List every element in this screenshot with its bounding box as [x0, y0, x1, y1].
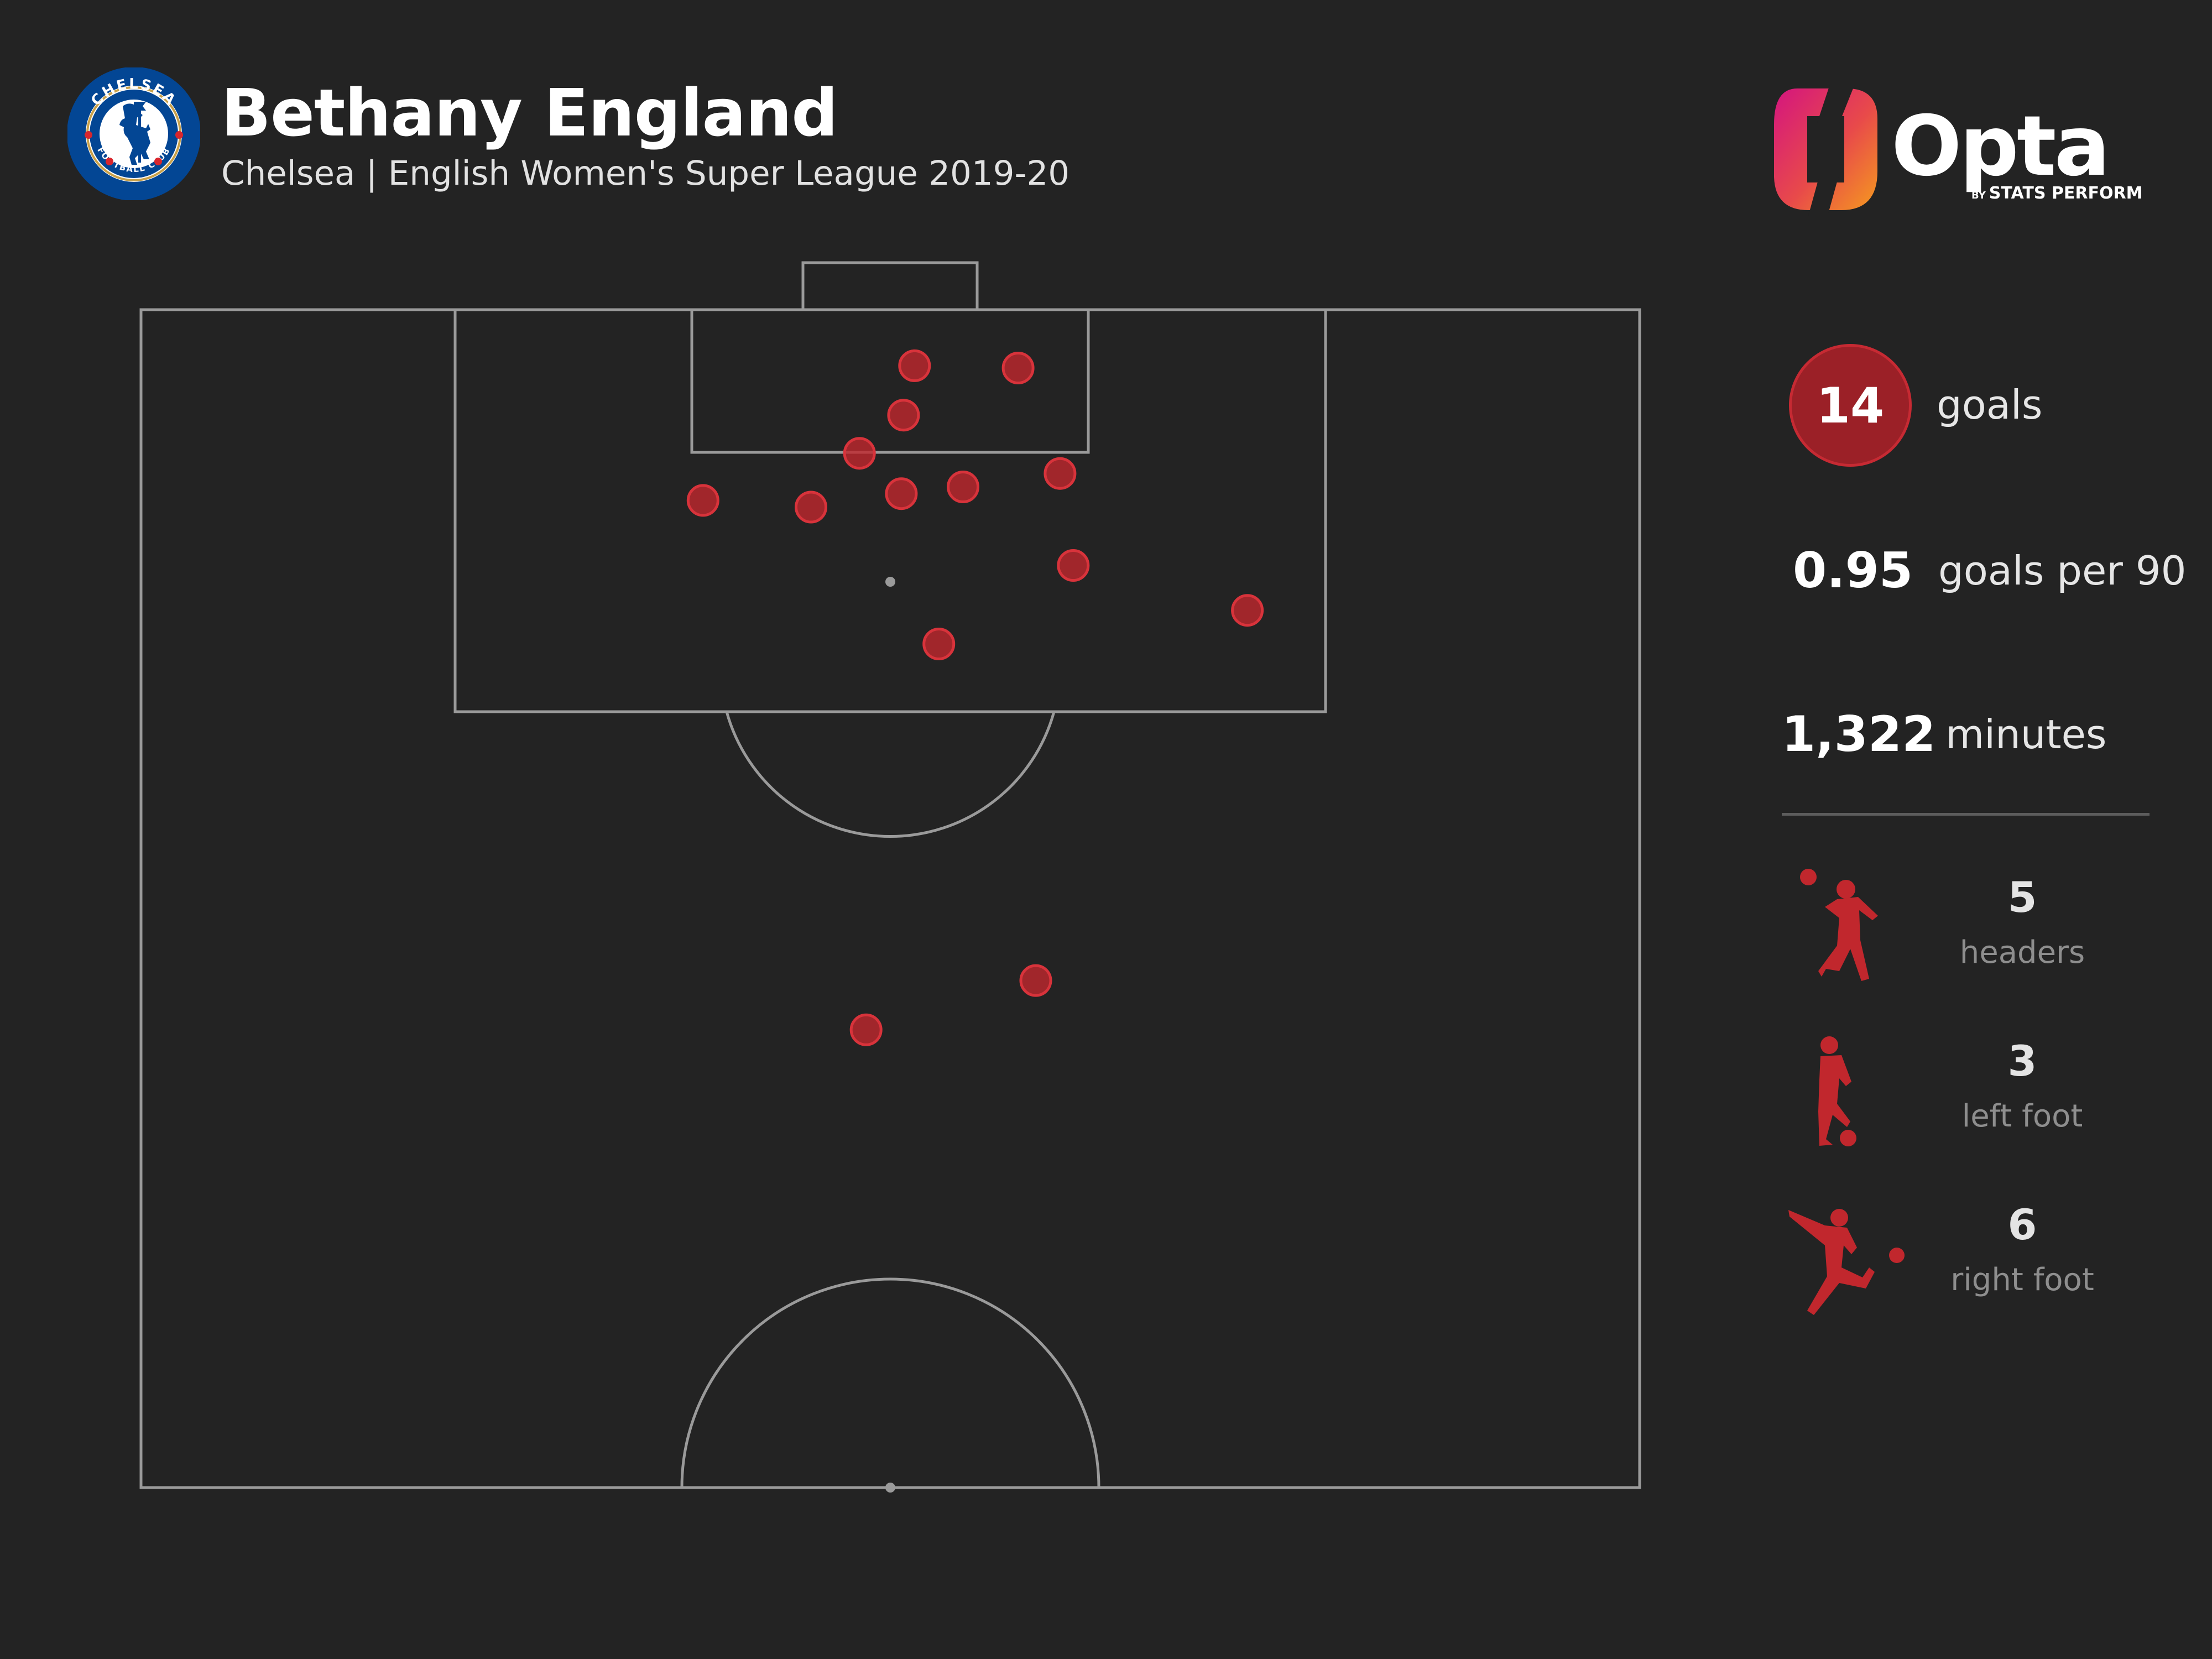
opta-tagline: BY STATS PERFORM	[1971, 184, 2142, 203]
goal-marker	[898, 349, 931, 382]
opta-tagline-text: STATS PERFORM	[1989, 184, 2143, 203]
opta-wordmark: Opta	[1891, 98, 2110, 195]
six-yard-box	[690, 308, 1090, 454]
player-name-title: Bethany England	[221, 75, 838, 151]
goal-marker	[843, 437, 876, 470]
right-foot-value: 6	[2007, 1200, 2037, 1249]
penalty-arc	[725, 711, 1056, 838]
penalty-spot	[885, 577, 895, 587]
goal-marker	[947, 471, 979, 503]
goals-per-90-value: 0.95	[1793, 542, 1913, 599]
goal-marker	[1019, 964, 1052, 997]
goal-marker	[795, 491, 827, 524]
minutes-value: 1,322	[1782, 706, 1936, 763]
right-foot-label: right foot	[1950, 1262, 2094, 1298]
goal-marker	[885, 477, 918, 510]
centre-spot	[885, 1483, 895, 1493]
penalty-area	[453, 308, 1327, 713]
opta-by: BY	[1971, 190, 1986, 201]
goal-marker	[1001, 352, 1035, 384]
headers-value: 5	[2007, 873, 2037, 922]
goal-frame	[801, 261, 979, 311]
opta-logo-icon	[1764, 83, 1886, 216]
team-competition-subtitle: Chelsea | English Women's Super League 2…	[221, 154, 1070, 193]
left-foot-label: left foot	[1961, 1098, 2083, 1134]
goal-markers	[686, 349, 1264, 1046]
goal-marker	[1044, 457, 1077, 490]
minutes-label: minutes	[1945, 711, 2107, 758]
pitch-shot-map	[139, 261, 1641, 1493]
stats-divider	[1782, 813, 2150, 816]
centre-circle	[680, 1277, 1100, 1488]
goals-badge: 14	[1789, 344, 1912, 467]
goal-marker	[686, 484, 719, 517]
header-player-icon	[1786, 863, 1908, 990]
goal-marker	[887, 399, 920, 432]
goal-marker	[922, 628, 956, 660]
goal-marker	[849, 1013, 883, 1046]
goals-per-90-label: goals per 90	[1938, 547, 2187, 594]
chelsea-crest-icon: CHELSEA FOOTBALL CLUB	[67, 67, 201, 201]
goal-marker	[1057, 549, 1090, 582]
goal-marker	[1231, 594, 1264, 627]
left-foot-player-icon	[1786, 1029, 1908, 1156]
right-foot-player-icon	[1786, 1194, 1908, 1322]
left-foot-value: 3	[2007, 1036, 2037, 1086]
goals-value: 14	[1816, 377, 1885, 434]
goals-label: goals	[1937, 382, 2043, 428]
pitch-lines	[139, 261, 1641, 1489]
headers-label: headers	[1959, 935, 2085, 971]
